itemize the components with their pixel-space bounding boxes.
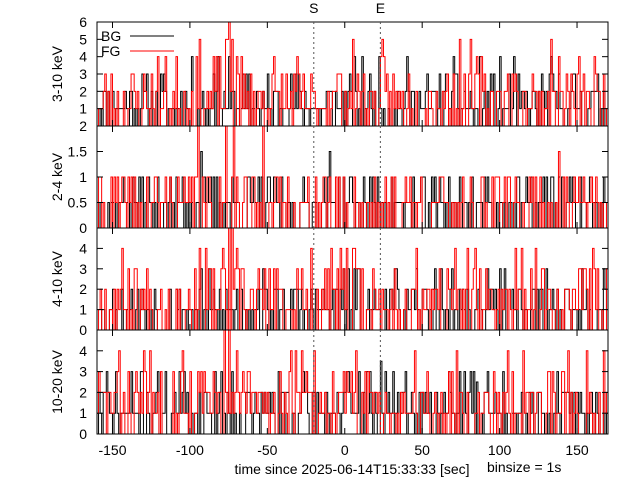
y-tick-label: 4 [79, 240, 87, 256]
y-tick-label: 2 [79, 83, 87, 99]
y-tick-label: 4 [79, 49, 87, 65]
y-axis-label: 10-20 keV [49, 349, 65, 413]
panel-frame [96, 329, 609, 435]
x-tick-label: -100 [176, 442, 204, 458]
marker-label-s: S [309, 0, 318, 16]
x-tick-label: 100 [488, 442, 512, 458]
panel-4: 0 1 2 3 4 10-20 keV [49, 329, 609, 442]
y-tick-label: 3 [79, 66, 87, 82]
bg-series-line [97, 151, 608, 229]
y-tick-label: 0 [79, 426, 87, 442]
x-tick-label: -50 [257, 442, 277, 458]
legend-label: FG [101, 43, 120, 59]
y-tick-label: 1 [79, 101, 87, 117]
y-tick-label: 1 [79, 405, 87, 421]
y-tick-label: 6 [79, 14, 87, 30]
x-tick-label: 150 [565, 442, 589, 458]
y-tick-label: 5 [79, 31, 87, 47]
x-tick-label: 0 [341, 442, 349, 458]
y-tick-label: 1 [79, 302, 87, 318]
marker-label-e: E [376, 0, 385, 16]
y-tick-label: 2 [79, 281, 87, 297]
y-tick-label: 0 [79, 220, 87, 236]
y-tick-label: 2 [79, 384, 87, 400]
y-tick-label: 4 [79, 343, 87, 359]
y-axis-label: 4-10 keV [49, 250, 65, 307]
legend-label: BG [101, 28, 121, 44]
y-tick-label: 3 [79, 364, 87, 380]
y-tick-label: 1.5 [68, 144, 88, 160]
x-tick-label: -150 [98, 442, 126, 458]
binsize-note: binsize = 1s [487, 459, 561, 475]
panel-3: 0 1 2 3 4 4-10 keV [49, 227, 609, 338]
panel-2: 0 0.5 1 1.52-4 keV [49, 125, 609, 236]
x-tick-label: 50 [414, 442, 430, 458]
y-tick-label: 2 [79, 118, 87, 134]
fg-series-line [97, 227, 608, 331]
y-tick-label: 3 [79, 261, 87, 277]
x-axis-label: time since 2025-06-14T15:33:33 [sec] [234, 461, 469, 477]
y-axis-label: 3-10 keV [49, 45, 65, 102]
y-tick-label: 0.5 [68, 195, 88, 211]
y-tick-label: 1 [79, 169, 87, 185]
fg-series-line [97, 329, 608, 435]
y-axis-label: 2-4 keV [49, 152, 65, 201]
fg-series-line [97, 125, 608, 229]
y-tick-label: 0 [79, 322, 87, 338]
